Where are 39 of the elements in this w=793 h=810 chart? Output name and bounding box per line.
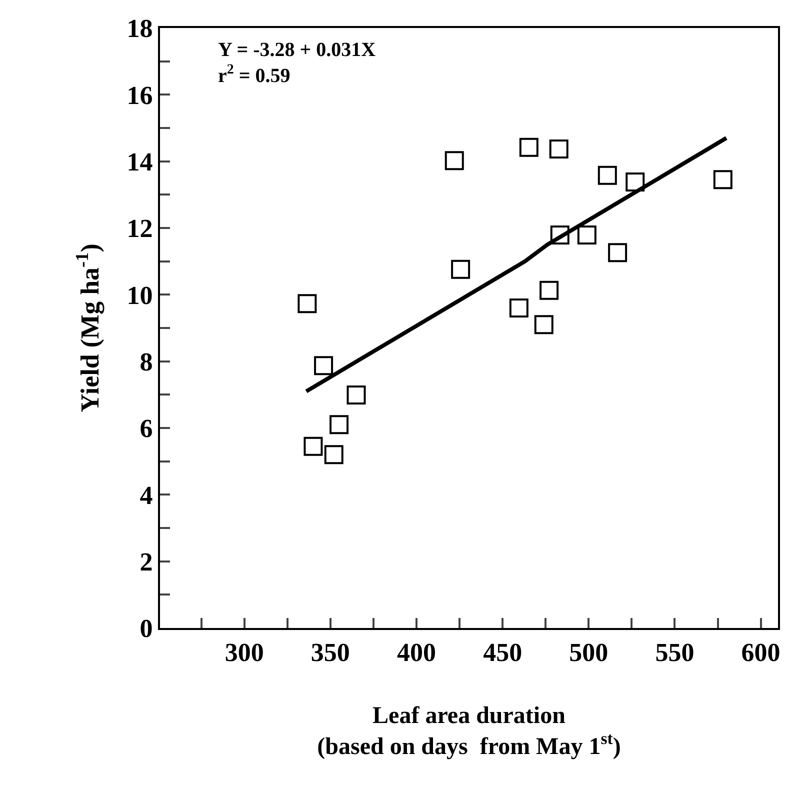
x-tick-label: 500 bbox=[569, 638, 608, 668]
y-tick-label: 8 bbox=[140, 347, 153, 376]
y-tick-label: 0 bbox=[140, 614, 153, 644]
point bbox=[549, 140, 568, 158]
point bbox=[298, 294, 317, 314]
y-tick-label: 12 bbox=[126, 214, 153, 244]
x-axis-title: Leaf area duration (based on days from May 1$^{st}$) bbox=[317, 703, 621, 760]
y-tick-label: 16 bbox=[126, 80, 153, 110]
x-tick-label: 450 bbox=[483, 638, 522, 668]
point bbox=[444, 151, 464, 170]
point bbox=[346, 386, 366, 404]
point bbox=[598, 166, 617, 185]
x-tick-label: 400 bbox=[397, 638, 436, 668]
point bbox=[330, 415, 349, 434]
point bbox=[519, 138, 538, 157]
x-tick-label: 550 bbox=[655, 638, 694, 668]
x-tick-label: 300 bbox=[224, 638, 264, 668]
point bbox=[534, 315, 554, 334]
line-series bbox=[304, 136, 728, 394]
point bbox=[314, 356, 334, 376]
point bbox=[540, 280, 559, 300]
point bbox=[451, 260, 470, 279]
point bbox=[550, 226, 570, 244]
point bbox=[577, 226, 596, 244]
y-tick-label: 4 bbox=[140, 480, 153, 510]
y-tick-label: 6 bbox=[140, 414, 153, 444]
x-tick-label: 350 bbox=[310, 638, 350, 668]
point bbox=[713, 170, 732, 190]
point bbox=[324, 445, 344, 464]
y-tick-label: 18 bbox=[126, 14, 153, 44]
point bbox=[304, 436, 323, 456]
point bbox=[608, 243, 628, 262]
point bbox=[626, 172, 645, 192]
y-tick-label: 14 bbox=[126, 147, 153, 176]
point bbox=[509, 298, 528, 318]
y-tick-label: 2 bbox=[140, 547, 153, 576]
y-tick-label: 10 bbox=[126, 280, 153, 310]
annotation: Y = -3.28 + 0.031X r$^{2}$ = 0.59 bbox=[218, 39, 376, 87]
x-tick-label: 600 bbox=[741, 638, 780, 668]
